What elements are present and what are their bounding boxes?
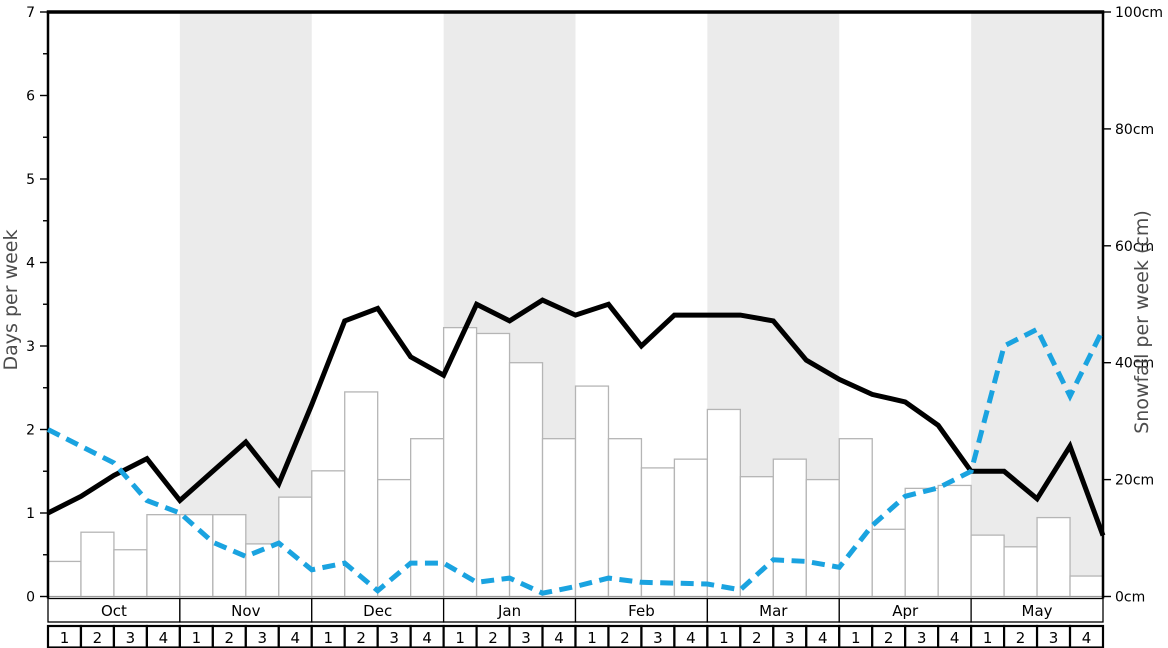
blue-dashed-line <box>46 325 1106 596</box>
axes: 0 1 2 3 4 5 6 7 0cm 20cm 40cm 60cm 80cm 100cm <box>26 5 1163 606</box>
snowfall-bar <box>574 385 610 598</box>
week-number-label: 1 <box>851 629 861 647</box>
snowfall-bar <box>475 332 511 598</box>
snowfall-bar <box>970 534 1005 598</box>
week-number-label: 3 <box>126 629 136 647</box>
week-number-label: 3 <box>258 629 268 647</box>
week-number-label: 1 <box>192 629 202 647</box>
month-label-row: Oct Nov Dec Jan Feb Mar Apr May <box>47 597 1104 623</box>
month-label: Feb <box>628 602 655 620</box>
right-axis-title: Snowfall per week (cm) <box>1131 210 1153 434</box>
week-number-label: 1 <box>983 629 993 647</box>
month-label: May <box>1022 602 1053 620</box>
week-number-label: 1 <box>60 629 70 647</box>
left-tick-label: 2 <box>26 423 35 439</box>
snowfall-bar <box>179 514 214 598</box>
left-tick-label: 3 <box>26 339 35 355</box>
left-tick-label: 0 <box>26 590 35 606</box>
week-number-label: 2 <box>752 629 762 647</box>
snowfall-bar <box>904 487 939 598</box>
week-number-label: 3 <box>389 629 399 647</box>
week-number-label: 4 <box>554 629 564 647</box>
week-number-label: 4 <box>159 629 169 647</box>
snowfall-bar <box>805 478 840 598</box>
snowfall-bar <box>410 438 445 598</box>
week-number-label: 4 <box>818 629 828 647</box>
left-tick-label: 1 <box>26 506 35 522</box>
snowfall-bar <box>838 438 873 598</box>
snowfall-bar <box>47 560 82 598</box>
left-tick-label: 6 <box>26 89 35 105</box>
left-tick-label: 4 <box>26 256 35 272</box>
week-number-row: 1 2 3 4 1 2 3 4 1 2 3 4 1 2 3 4 1 2 3 4 1 2 3 4 1 2 3 4 1 2 3 4 <box>46 624 1105 648</box>
snowfall-bar <box>1069 575 1104 598</box>
week-number-label: 1 <box>455 629 465 647</box>
snowfall-bar <box>937 484 972 598</box>
right-tick-label: 80cm <box>1115 122 1154 138</box>
snowfall-bar <box>541 438 577 598</box>
week-number-label: 4 <box>950 629 960 647</box>
snowfall-bar <box>871 528 906 598</box>
week-number-label: 3 <box>653 629 663 647</box>
week-number-label: 3 <box>917 629 927 647</box>
month-label: Mar <box>759 602 788 620</box>
right-tick-label: 100cm <box>1115 5 1163 21</box>
week-number-label: 3 <box>1049 629 1059 647</box>
right-tick-label: 60cm <box>1115 239 1154 255</box>
month-label: Apr <box>892 602 919 620</box>
week-number-label: 3 <box>785 629 795 647</box>
snowfall-bar <box>706 408 741 598</box>
week-number-label: 3 <box>521 629 531 647</box>
month-label: Nov <box>231 602 260 620</box>
week-number-label: 1 <box>323 629 333 647</box>
week-number-label: 1 <box>587 629 597 647</box>
snowfall-bar <box>1036 516 1071 598</box>
month-label: Dec <box>363 602 392 620</box>
snowfall-bar <box>344 391 379 598</box>
snowfall-bar <box>739 476 774 598</box>
week-number-label: 2 <box>356 629 366 647</box>
month-band-may <box>971 12 1103 597</box>
left-tick-label: 7 <box>26 5 35 21</box>
week-number-label: 1 <box>719 629 729 647</box>
week-number-label: 4 <box>686 629 696 647</box>
snowfall-bar <box>245 543 280 598</box>
left-axis-title: Days per week <box>0 230 22 371</box>
snowfall-bars <box>47 326 1104 598</box>
right-tick-label: 20cm <box>1115 473 1154 489</box>
month-label: Oct <box>101 602 127 620</box>
snowfall-bar <box>1003 546 1038 598</box>
right-tick-label: 40cm <box>1115 356 1154 372</box>
data-lines <box>46 297 1106 596</box>
week-number-label: 2 <box>1016 629 1026 647</box>
snowfall-bar <box>80 531 115 598</box>
snowfall-bar <box>113 549 148 598</box>
week-number-label: 2 <box>884 629 894 647</box>
month-label: Jan <box>497 602 521 620</box>
snowfall-bar <box>278 496 313 598</box>
snowfall-bar <box>640 467 676 598</box>
snowfall-bar <box>508 362 544 598</box>
snowfall-bar <box>772 458 807 598</box>
snowfall-bar <box>673 458 709 598</box>
week-number-label: 2 <box>488 629 498 647</box>
month-cell <box>970 597 1104 623</box>
week-number-label: 4 <box>422 629 432 647</box>
snowfall-bar <box>311 470 346 598</box>
week-number-label: 2 <box>620 629 630 647</box>
right-tick-label: 0cm <box>1115 590 1145 606</box>
week-number-label: 2 <box>93 629 103 647</box>
left-tick-label: 5 <box>26 172 35 188</box>
black-solid-line <box>46 297 1106 537</box>
snowfall-bar <box>146 514 181 598</box>
week-number-label: 4 <box>1082 629 1092 647</box>
snowfall-bar <box>607 438 643 598</box>
week-number-label: 4 <box>290 629 300 647</box>
week-number-label: 2 <box>225 629 235 647</box>
